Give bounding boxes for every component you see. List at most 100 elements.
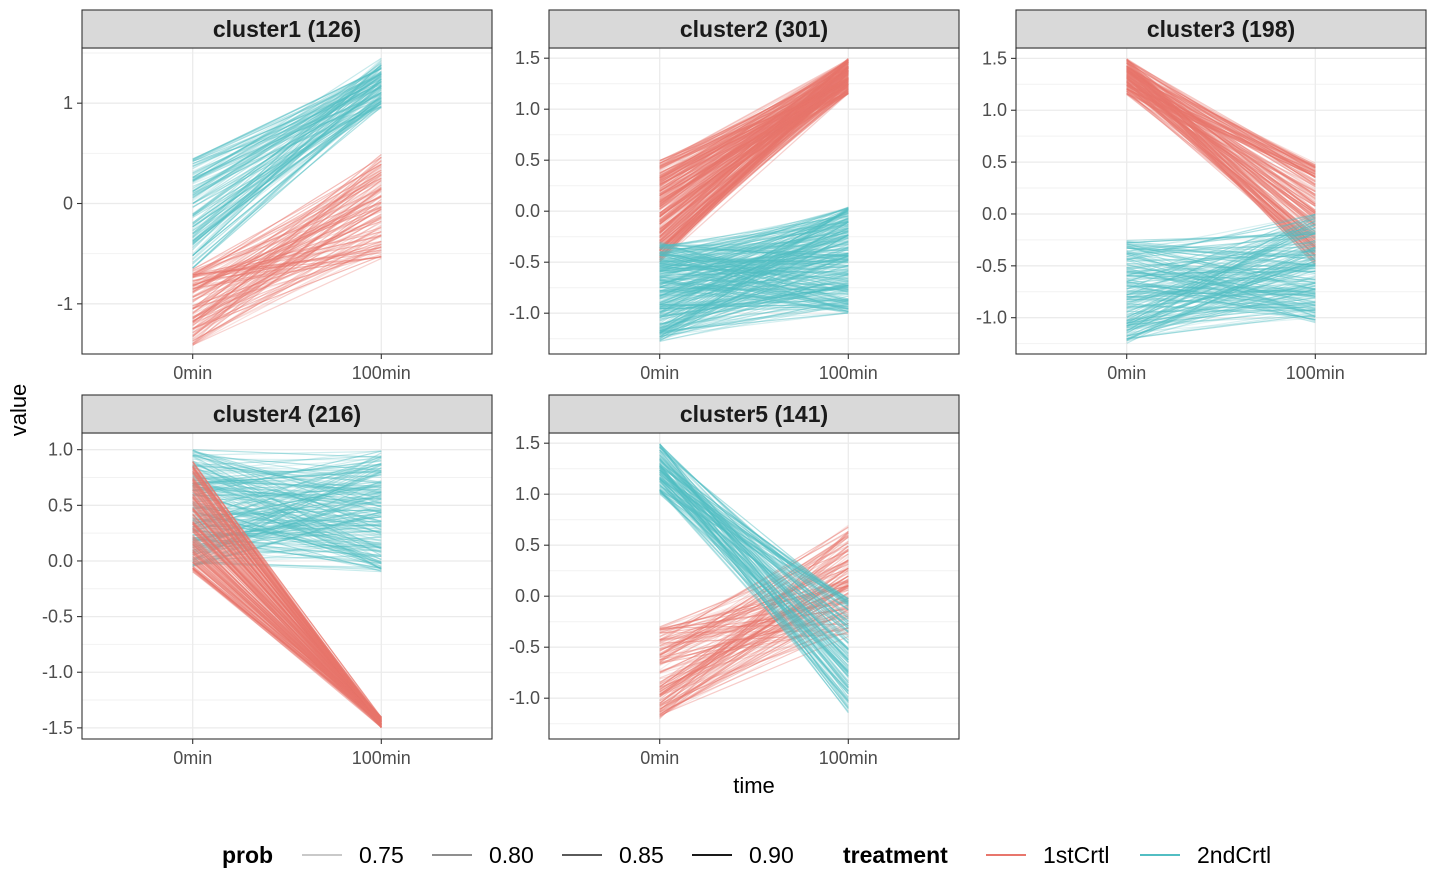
trajectory-line: [192, 464, 382, 561]
trajectory-line: [192, 509, 382, 718]
y-tick-label: 0.5: [982, 152, 1007, 172]
trajectory-line: [659, 254, 849, 306]
trajectory-line: [659, 212, 849, 278]
trajectory-line: [1126, 258, 1316, 290]
trajectory-line: [659, 82, 849, 225]
trajectory-line: [659, 63, 849, 228]
trajectory-line: [192, 208, 382, 318]
trajectory-line: [1126, 267, 1316, 324]
trajectory-line: [192, 177, 382, 275]
trajectory-line: [659, 254, 849, 274]
trajectory-line: [192, 475, 382, 518]
trajectory-line: [1126, 276, 1316, 325]
trajectory-line: [1126, 264, 1316, 304]
trajectory-line: [659, 236, 849, 254]
trajectory-line: [1126, 78, 1316, 241]
trajectory-line: [1126, 232, 1316, 247]
trajectory-line: [659, 303, 849, 307]
trajectory-line: [659, 91, 849, 183]
trajectory-line: [1126, 249, 1316, 344]
trajectory-line: [659, 208, 849, 315]
trajectory-line: [192, 484, 382, 548]
trajectory-line: [1126, 75, 1316, 196]
trajectory-line: [192, 551, 382, 726]
trajectory-line: [659, 62, 849, 208]
trajectory-line: [1126, 74, 1316, 169]
trajectory-line: [1126, 284, 1316, 337]
trajectory-line: [1126, 75, 1316, 247]
trajectory-line: [1126, 59, 1316, 211]
trajectory-line: [659, 70, 849, 257]
trajectory-line: [192, 537, 382, 569]
trajectory-line: [659, 262, 849, 276]
trajectory-line: [659, 600, 849, 651]
trajectory-line: [1126, 61, 1316, 181]
trajectory-line: [1126, 78, 1316, 190]
trajectory-line: [659, 300, 849, 329]
trajectory-line: [1126, 270, 1316, 276]
trajectory-line: [659, 553, 849, 654]
trajectory-line: [659, 70, 849, 261]
trajectory-line: [659, 578, 849, 710]
trajectory-line: [659, 74, 849, 195]
trajectory-line: [192, 496, 382, 552]
trajectory-line: [659, 245, 849, 293]
trajectory-line: [1126, 308, 1316, 331]
trajectory-line: [659, 71, 849, 218]
trajectory-line: [659, 222, 849, 266]
trajectory-line: [1126, 75, 1316, 186]
trajectory-line: [1126, 80, 1316, 178]
trajectory-line: [192, 189, 382, 279]
trajectory-line: [659, 219, 849, 260]
trajectory-line: [659, 206, 849, 288]
trajectory-line: [1126, 91, 1316, 173]
trajectory-line: [1126, 88, 1316, 198]
trajectory-line: [659, 290, 849, 302]
trajectory-line: [659, 83, 849, 252]
trajectory-line: [192, 187, 382, 334]
trajectory-line: [659, 449, 849, 679]
y-tick-label: 1.5: [982, 48, 1007, 68]
trajectory-line: [192, 497, 382, 536]
trajectory-line: [659, 82, 849, 234]
trajectory-line: [192, 538, 382, 723]
trajectory-line: [1126, 224, 1316, 332]
trajectory-line: [192, 243, 382, 310]
strip-title: cluster2 (301): [680, 16, 828, 42]
trajectory-line: [659, 263, 849, 281]
trajectory-line: [192, 244, 382, 286]
trajectory-line: [192, 66, 382, 178]
strip-background: [548, 9, 960, 49]
trajectory-line: [659, 89, 849, 179]
trajectory-line: [659, 213, 849, 255]
trajectory-line: [192, 75, 382, 199]
trajectory-line: [659, 92, 849, 210]
trajectory-line: [192, 94, 382, 194]
trajectory-line: [659, 241, 849, 257]
trajectory-line: [192, 510, 382, 564]
trajectory-line: [1126, 80, 1316, 218]
trajectory-line: [192, 541, 382, 722]
trajectory-line: [659, 59, 849, 235]
trajectory-line: [1126, 87, 1316, 167]
trajectory-line: [659, 85, 849, 215]
trajectory-line: [659, 255, 849, 326]
trajectory-line: [192, 481, 382, 492]
trajectory-line: [659, 210, 849, 298]
trajectory-line: [1126, 256, 1316, 317]
trajectory-line: [192, 249, 382, 341]
trajectory-line: [192, 529, 382, 572]
trajectory-line: [192, 491, 382, 500]
trajectory-line: [659, 469, 849, 649]
trajectory-line: [659, 234, 849, 340]
y-tick-label: 1.0: [982, 100, 1007, 120]
trajectory-line: [659, 244, 849, 252]
trajectory-line: [192, 525, 382, 727]
trajectory-line: [192, 97, 382, 244]
trajectory-line: [192, 215, 382, 310]
trajectory-line: [1126, 80, 1316, 247]
trajectory-line: [192, 252, 382, 276]
trajectory-line: [659, 304, 849, 310]
trajectory-line: [659, 474, 849, 712]
trajectory-line: [192, 80, 382, 257]
